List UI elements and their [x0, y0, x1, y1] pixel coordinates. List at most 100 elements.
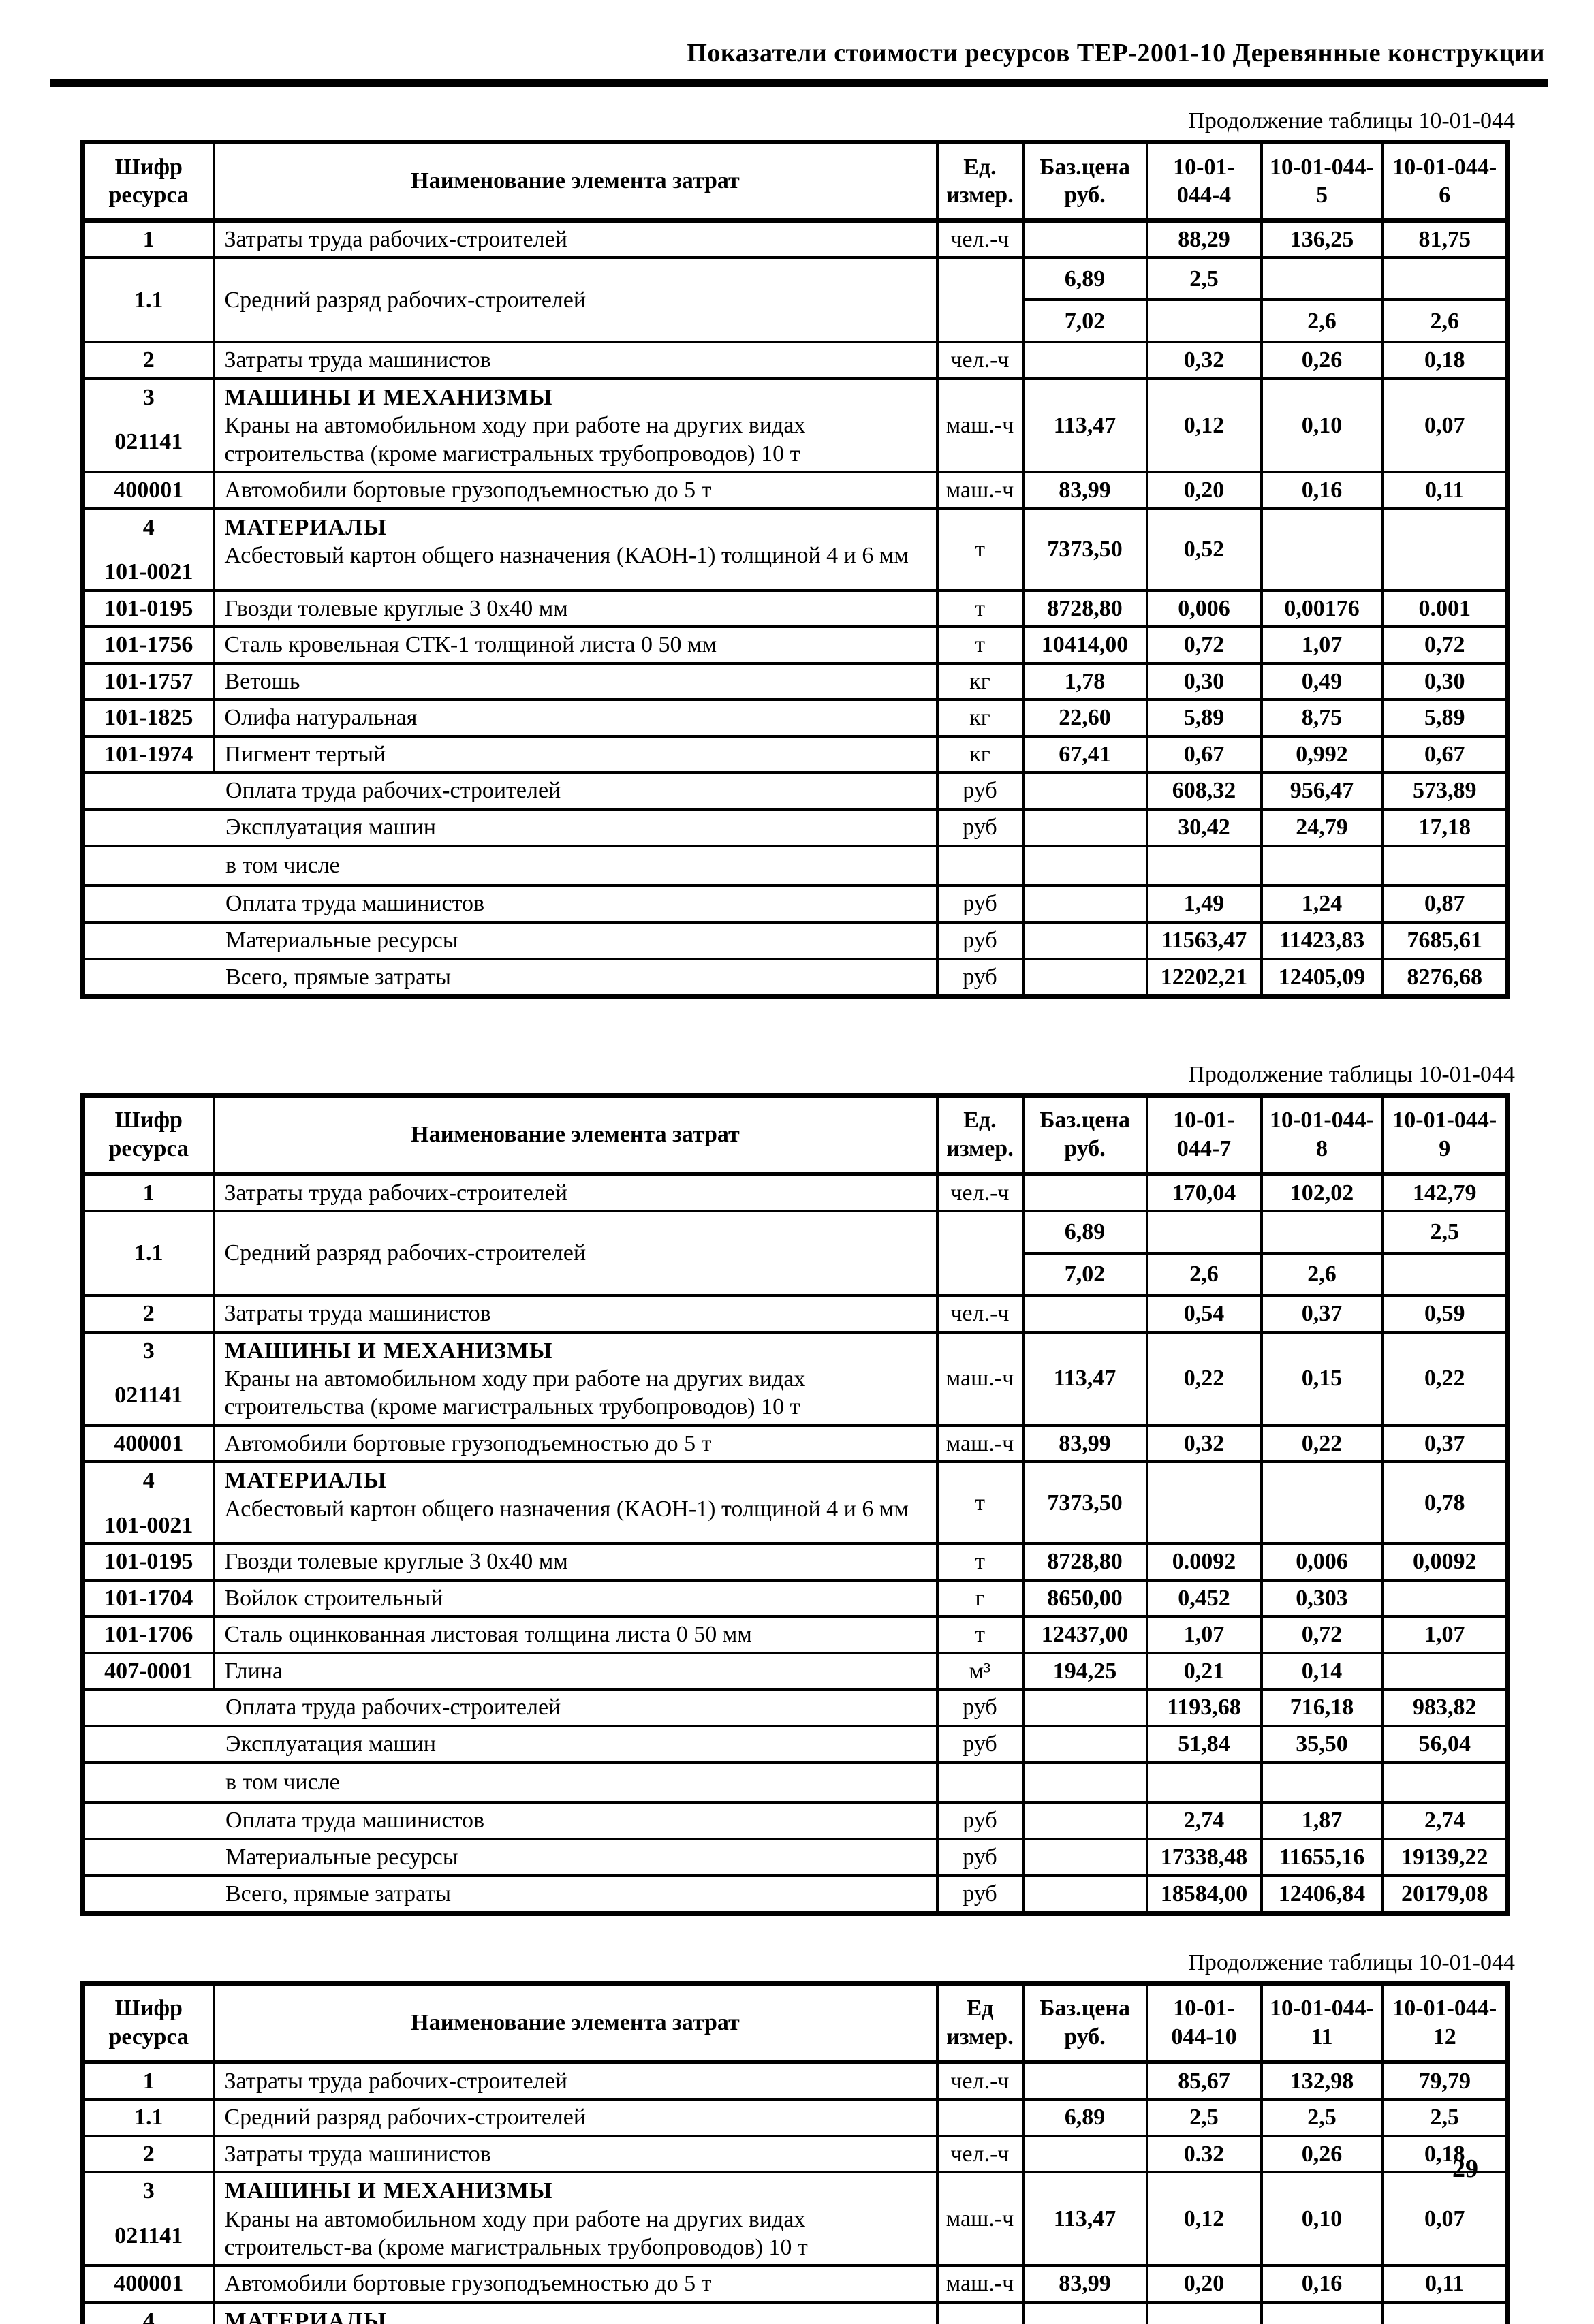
table-row: Материальные ресурсы руб 11563,47 11423,83 7…: [81, 921, 1510, 961]
cell-value: 0,20: [1145, 471, 1263, 510]
cell-value: 2,74: [1381, 1801, 1510, 1841]
cell-value: 0,12: [1145, 377, 1263, 474]
table-row: 1 Затраты труда рабочих-строителей чел.-ч 8…: [81, 219, 1510, 260]
section-title: МАТЕРИАЛЫ: [224, 1468, 387, 1494]
cell-base-price: [1021, 1294, 1148, 1334]
cell-value: 2,6: [1145, 1252, 1263, 1298]
cell-value: [1381, 845, 1510, 888]
cell-value: 0,37: [1260, 1294, 1384, 1334]
cell-resource-code: 1: [81, 219, 215, 260]
cell-value: 2,6: [1381, 298, 1510, 344]
cell-name: Автомобили бортовые грузоподъемностью до…: [212, 471, 939, 510]
cell-resource-code: 101-0195: [81, 1542, 215, 1582]
cell-unit: т: [935, 1460, 1025, 1545]
cell-value: 0,67: [1145, 734, 1263, 774]
col-header-resource-code: Шифр ресурса: [81, 1982, 215, 2064]
cell-unit: чел.-ч: [935, 2060, 1025, 2101]
cell-base-price: 7373,50: [1021, 2300, 1148, 2324]
summary-label: Всего, прямые затраты: [81, 958, 939, 999]
cell-base-price: [1021, 1874, 1148, 1915]
cell-value: 2,5: [1381, 2098, 1510, 2137]
cell-name: Автомобили бортовые грузоподъемностью до…: [212, 2264, 939, 2304]
cell-base-price: [1021, 2134, 1148, 2174]
cell-base-price: [1021, 1801, 1148, 1841]
cell-name: Гвозди толевые круглые 3 0х40 мм: [212, 588, 939, 629]
cell-unit: маш.-ч: [935, 1330, 1025, 1427]
cell-value: 5,89: [1381, 698, 1510, 738]
cell-unit: чел.-ч: [935, 1294, 1025, 1334]
cell-value: [1260, 1460, 1384, 1545]
section-title: МАТЕРИАЛЫ: [224, 2308, 387, 2324]
cell-value: 0,59: [1381, 1294, 1510, 1334]
cell-value: 2,74: [1145, 1801, 1263, 1841]
table-row: Оплата труда машинистов руб 1,49 1,24 0,87: [81, 884, 1510, 924]
table-row: Всего, прямые затраты руб 12202,21 12405,09…: [81, 958, 1510, 999]
cell-name: Сталь кровельная СТК-1 толщиной листа 0 …: [212, 625, 939, 665]
cell-resource-code: 101-1706: [81, 1615, 215, 1654]
table-continuation-label: Продолжение таблицы 10-01-044: [1188, 1061, 1515, 1087]
cell-base-price: [1021, 341, 1148, 380]
summary-label: Оплата труда рабочих-строителей: [81, 771, 939, 811]
table-row: 3 021141 МАШИНЫ И МЕХАНИЗМЫ Краны на автомо…: [81, 2171, 1510, 2267]
header-rule: [50, 79, 1548, 87]
col-header-estimate-2: 10-01-044-5: [1260, 140, 1384, 223]
cell-unit: маш.-ч: [935, 1424, 1025, 1464]
section-description: Асбестовый картон общего назначения (КАО…: [224, 1496, 909, 1522]
cell-value: 0,303: [1260, 1578, 1384, 1618]
cell-value: 0,72: [1260, 1615, 1384, 1654]
table-row: 101-1706 Сталь оцинкованная листовая толщ…: [81, 1615, 1510, 1654]
cell-value: 0,07: [1381, 377, 1510, 474]
col-header-resource-code: Шифр ресурса: [81, 1094, 215, 1176]
cell-name: Гвозди толевые круглые 3 0х40 мм: [212, 1542, 939, 1582]
cell-base-price: 194,25: [1021, 1651, 1148, 1691]
cell-base-price: [1021, 1838, 1148, 1878]
cell-value: 2,5: [1145, 256, 1263, 302]
cell-value: 142,79: [1381, 1172, 1510, 1213]
cell-resource-code: 101-1757: [81, 661, 215, 702]
cell-value: 136,25: [1260, 219, 1384, 260]
cost-table-2: Шифр ресурса Наименование элемента затрат…: [80, 1093, 1510, 1916]
page-number: 29: [1452, 2154, 1478, 2183]
cell-value: 0,18: [1381, 341, 1510, 380]
cell-value: 0,11: [1381, 471, 1510, 510]
cell-base-price: [1021, 808, 1148, 848]
section-number: 4: [142, 514, 155, 540]
section-title: МАШИНЫ И МЕХАНИЗМЫ: [224, 384, 553, 410]
cell-name: Затраты труда машинистов: [212, 341, 939, 380]
cell-base-price: 8650,00: [1021, 1578, 1148, 1618]
cell-unit: чел.-ч: [935, 219, 1025, 260]
cell-unit: руб: [935, 958, 1025, 999]
cell-name: Автомобили бортовые грузоподъемностью до…: [212, 1424, 939, 1464]
col-header-estimate-3: 10-01-044-9: [1381, 1094, 1510, 1176]
cell-base-price: [1021, 1725, 1148, 1765]
cell-resource-code: 4 101-0021: [81, 507, 215, 592]
section-resource-code: 101-0021: [104, 559, 193, 585]
table-row: 101-0195 Гвозди толевые круглые 3 0х40 мм…: [81, 1542, 1510, 1582]
cell-value: 0,72: [1145, 625, 1263, 665]
cell-value: [1260, 1761, 1384, 1804]
cell-name: Глина: [212, 1651, 939, 1691]
section-description: Асбестовый картон общего назначения (КАО…: [224, 543, 909, 569]
cell-value: 0,21: [1145, 1651, 1263, 1691]
col-header-estimate-1: 10-01-044-4: [1145, 140, 1263, 223]
cell-value: [1260, 256, 1384, 302]
cell-value: 8276,68: [1381, 958, 1510, 999]
summary-label: Оплата труда машинистов: [81, 1801, 939, 1841]
col-header-base-price: Баз.цена руб.: [1021, 1982, 1148, 2064]
cell-value: 0,20: [1145, 2264, 1263, 2304]
cell-name: Затраты труда рабочих-строителей: [212, 1172, 939, 1213]
table-row: Всего, прямые затраты руб 18584,00 12406,84…: [81, 1874, 1510, 1915]
col-header-unit: Ед. измер.: [935, 140, 1025, 223]
cell-value: 0,37: [1381, 1424, 1510, 1464]
cell-resource-code: 2: [81, 1294, 215, 1334]
cell-value: 56,04: [1381, 1725, 1510, 1765]
cell-value: 30,42: [1145, 808, 1263, 848]
cell-value: [1260, 845, 1384, 888]
cell-name: МАШИНЫ И МЕХАНИЗМЫ Краны на автомобильном…: [212, 2171, 939, 2267]
cell-base-price: 83,99: [1021, 1424, 1148, 1464]
cell-base-price: 7373,50: [1021, 507, 1148, 592]
cell-resource-code: 4 101-0021: [81, 1460, 215, 1545]
cell-value: 1,49: [1145, 884, 1263, 924]
cell-value: 79,79: [1381, 2060, 1510, 2101]
table-row: 3 021141 МАШИНЫ И МЕХАНИЗМЫ Краны на автомо…: [81, 1330, 1510, 1427]
